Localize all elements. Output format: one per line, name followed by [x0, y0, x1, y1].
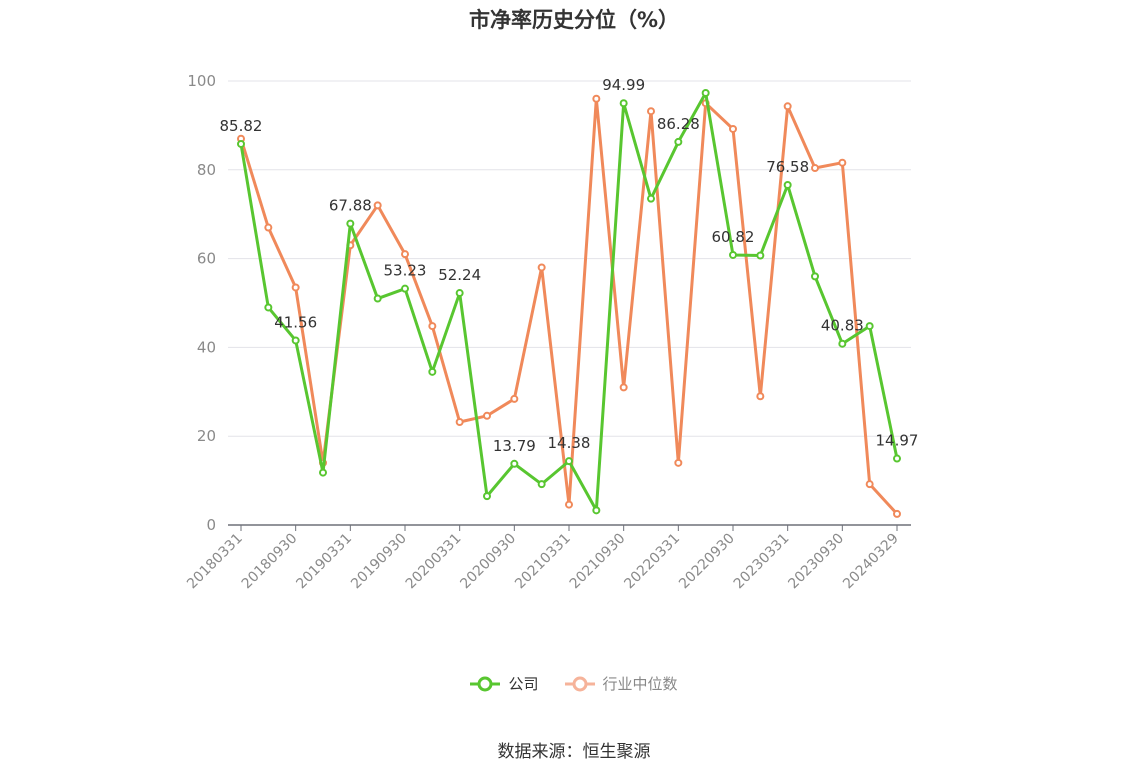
- grid-lines: [228, 80, 911, 437]
- company-point: [455, 289, 464, 298]
- company-point: [729, 250, 737, 259]
- y-tick-label: 40: [197, 338, 216, 356]
- company-point: [619, 99, 628, 108]
- y-tick-label: 60: [197, 250, 216, 268]
- data-label: 53.23: [384, 262, 427, 280]
- industry-point: [756, 392, 765, 401]
- legend-industry-label: 行业中位数: [602, 675, 678, 693]
- data-label: 67.88: [329, 197, 372, 215]
- legend-item-company[interactable]: 公司: [470, 673, 539, 694]
- y-tick-label: 0: [206, 516, 216, 534]
- industry-point: [483, 411, 491, 420]
- x-tick-label: 20210331: [512, 531, 574, 593]
- company-point: [674, 137, 683, 146]
- industry-point: [647, 107, 655, 116]
- industry-point: [537, 263, 546, 272]
- legend: 公司 行业中位数: [0, 673, 1148, 694]
- company-point: [537, 480, 546, 489]
- data-label: 86.28: [657, 115, 700, 133]
- industry-point: [291, 283, 300, 292]
- industry-point: [893, 509, 901, 518]
- chart-title: 市净率历史分位（%）: [468, 8, 680, 32]
- industry-point: [619, 383, 628, 392]
- company-point: [483, 492, 491, 501]
- data-label: 13.79: [493, 437, 536, 455]
- company-point: [565, 457, 573, 466]
- x-tick-label: 20200930: [457, 531, 519, 593]
- industry-point: [455, 417, 464, 426]
- company-point: [319, 468, 327, 477]
- y-tick-label: 80: [197, 161, 216, 179]
- industry-point: [674, 458, 683, 467]
- company-point: [838, 339, 847, 348]
- x-tick-label: 20180930: [239, 531, 301, 593]
- industry-point: [811, 164, 819, 173]
- company-point: [701, 88, 710, 97]
- legend-industry-marker-icon: [564, 676, 595, 691]
- data-label: 94.99: [602, 76, 645, 94]
- data-label: 40.83: [821, 317, 864, 335]
- x-tick-label: 20190331: [293, 531, 355, 593]
- industry-point: [592, 94, 601, 103]
- x-tick-label: 20190930: [348, 531, 410, 593]
- industry-point: [510, 394, 519, 403]
- company-point: [373, 294, 382, 303]
- data-source: 数据来源：恒生聚源: [497, 742, 651, 762]
- x-tick-label: 20180331: [184, 531, 246, 593]
- x-tick-label: 20240329: [840, 531, 902, 593]
- x-tick-label: 20230331: [731, 531, 793, 593]
- data-label: 85.82: [220, 117, 263, 135]
- x-tick-label: 20200331: [403, 531, 465, 593]
- company-point: [893, 454, 901, 463]
- industry-point: [838, 158, 847, 167]
- industry-point: [264, 223, 273, 232]
- data-label: 14.97: [876, 432, 919, 450]
- industry-point: [865, 480, 874, 489]
- series-company: [237, 88, 901, 515]
- legend-company-label: 公司: [508, 675, 539, 693]
- company-point: [756, 251, 765, 260]
- company-point: [291, 336, 300, 345]
- x-axis: 2018033120180930201903312019093020200331…: [184, 524, 911, 593]
- industry-point: [428, 322, 437, 331]
- x-tick-label: 20220930: [676, 531, 738, 593]
- data-label: 52.24: [438, 266, 481, 284]
- legend-item-industry[interactable]: 行业中位数: [564, 673, 678, 694]
- industry-point: [783, 102, 792, 111]
- y-tick-label: 100: [187, 72, 216, 90]
- company-point: [811, 272, 819, 281]
- legend-company-marker-icon: [470, 676, 501, 691]
- company-point: [865, 322, 874, 331]
- company-point: [592, 506, 601, 515]
- company-point: [346, 219, 355, 228]
- data-label: 76.58: [766, 158, 809, 176]
- series-industry: [237, 94, 901, 518]
- x-tick-label: 20220331: [621, 531, 683, 593]
- data-label: 41.56: [274, 313, 317, 331]
- y-tick-label: 20: [197, 427, 216, 445]
- x-tick-label: 20230930: [785, 531, 847, 593]
- company-point: [401, 284, 409, 293]
- industry-point: [373, 201, 382, 210]
- data-labels: 85.82 41.56 67.88 53.23 52.24 13.79 14.38 94.99…: [220, 76, 919, 455]
- company-point: [237, 139, 245, 148]
- company-point: [510, 459, 519, 468]
- data-label: 14.38: [548, 434, 591, 452]
- company-point: [264, 303, 273, 312]
- data-label: 60.82: [712, 228, 755, 246]
- industry-point: [401, 250, 409, 259]
- company-point: [647, 194, 655, 203]
- y-axis-tick-labels: 0 20 40 60 80 100: [187, 72, 216, 534]
- industry-point: [729, 124, 737, 133]
- x-tick-label: 20210930: [567, 531, 629, 593]
- industry-point: [565, 500, 573, 509]
- company-point: [428, 367, 437, 376]
- company-point: [783, 180, 792, 189]
